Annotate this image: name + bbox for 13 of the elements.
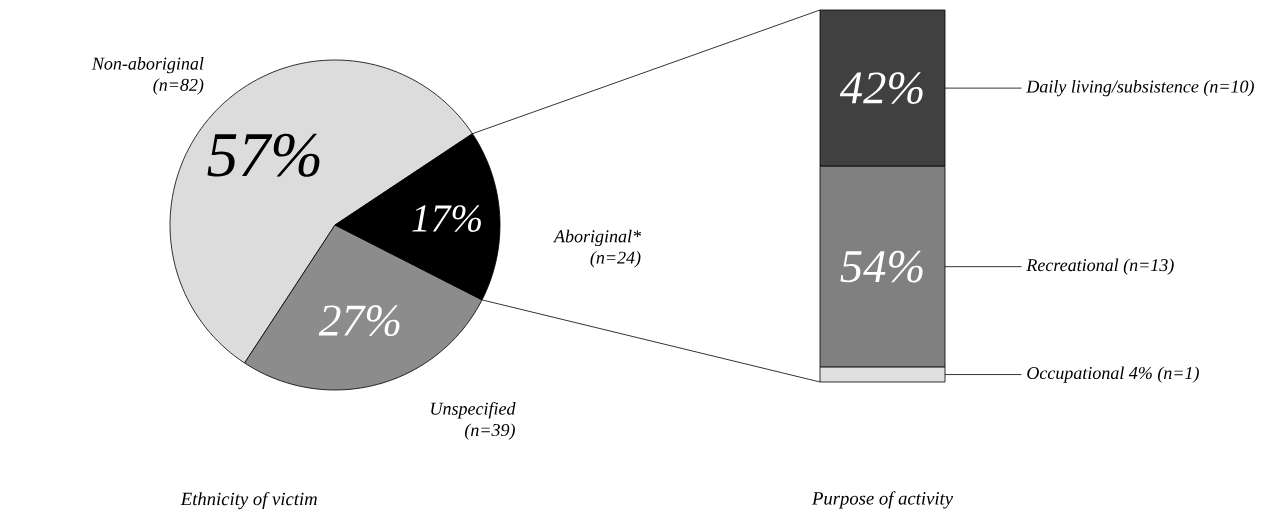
slice-label: Aboriginal* (n=24) [553,229,642,268]
text: Ethnicity of victim [180,491,317,510]
legend-label: Recreational (n=13) [1026,258,1174,275]
slice-label: Non-aboriginal (n=82) [91,57,204,95]
legend-label: Daily living/subsistence (n=10) [1026,79,1254,97]
text: Purpose of activity [811,491,954,509]
data-label: 54% [840,250,923,283]
data-label: 42% [839,72,923,104]
data-label: 57% [207,133,320,177]
data-label: 27% [318,305,400,337]
legend-label: Occupational 4% (n=1) [1027,366,1199,383]
data-label: 17% [412,205,481,232]
slice-label: Unspecified (n=39) [431,401,516,440]
